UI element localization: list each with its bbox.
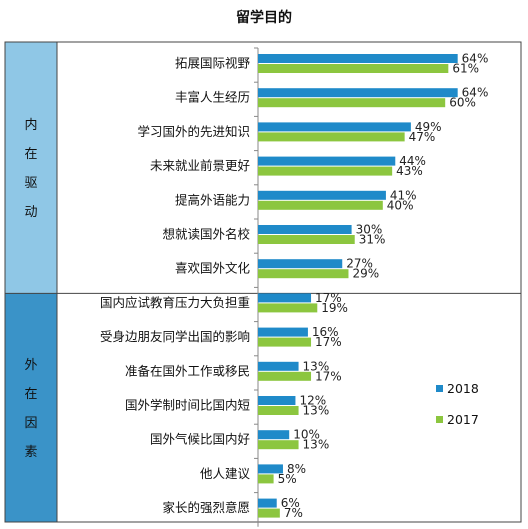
data-label: 6% [281, 496, 300, 510]
group-label-char: 在 [24, 387, 37, 402]
data-label: 17% [315, 335, 342, 349]
data-label: 10% [293, 428, 320, 442]
data-label: 17% [315, 291, 342, 305]
bar-2017 [258, 406, 299, 415]
data-label: 31% [359, 233, 386, 247]
data-label: 16% [312, 325, 339, 339]
bar-2017 [258, 269, 349, 279]
data-label: 47% [409, 130, 436, 144]
legend-label: 2017 [447, 412, 479, 427]
bar-2018 [258, 464, 283, 474]
data-label: 27% [346, 257, 373, 271]
bar-2017 [258, 508, 280, 518]
bar-2017 [258, 303, 318, 313]
chart-frame [4, 41, 522, 523]
group-label-char: 素 [24, 445, 37, 460]
bar-2018 [258, 498, 277, 508]
category-label: 拓展国际视野 [175, 56, 251, 71]
bar-2017 [258, 235, 355, 244]
bar-2018 [258, 430, 290, 440]
category-label: 提高外语能力 [175, 192, 250, 207]
legend-swatch-2017 [436, 416, 443, 423]
data-label: 44% [399, 154, 426, 168]
group-band-1 [5, 42, 57, 294]
data-label: 49% [415, 120, 442, 134]
bar-2017 [258, 200, 383, 210]
data-label: 29% [352, 267, 379, 281]
group-label-char: 外 [24, 358, 37, 373]
group-band-2 [5, 293, 57, 522]
bar-2018 [258, 361, 299, 371]
bar-2017 [258, 98, 446, 108]
data-label: 43% [396, 164, 423, 178]
bar-2018 [258, 88, 458, 98]
bar-2018 [258, 396, 296, 405]
bar-2017 [258, 440, 299, 450]
bar-2018 [258, 225, 352, 234]
bar-2018 [258, 293, 312, 303]
data-label: 60% [449, 96, 476, 110]
category-label: 学习国外的先进知识 [137, 124, 250, 139]
data-label: 13% [303, 404, 330, 418]
bar-2018 [258, 156, 396, 166]
data-label: 13% [303, 438, 330, 452]
data-label: 13% [303, 359, 330, 373]
category-label: 想就读国外名校 [162, 227, 250, 242]
category-label: 受身边朋友同学出国的影响 [100, 329, 250, 344]
data-label: 40% [387, 198, 414, 212]
bar-2018 [258, 327, 308, 337]
bar-2018 [258, 122, 411, 132]
category-label: 丰富人生经历 [175, 90, 250, 105]
group-label-char: 驱 [24, 176, 37, 191]
legend-swatch-2018 [436, 385, 443, 392]
bar-2017 [258, 64, 449, 73]
data-label: 64% [462, 52, 489, 66]
group-label-char: 因 [24, 416, 37, 431]
bar-2018 [258, 54, 458, 63]
data-label: 7% [284, 506, 303, 520]
category-label: 他人建议 [200, 466, 251, 481]
chart-title: 留学目的 [236, 9, 292, 26]
bar-2017 [258, 166, 393, 176]
data-label: 8% [287, 462, 306, 476]
category-label: 喜欢国外文化 [175, 261, 251, 276]
group-label-char: 内 [24, 117, 37, 133]
data-label: 5% [278, 472, 297, 486]
group-label-char: 在 [24, 147, 37, 162]
data-label: 41% [390, 188, 417, 202]
category-label: 国内应试教育压力大负担重 [100, 295, 250, 310]
category-label: 准备在国外工作或移民 [125, 363, 250, 378]
group-label-char: 动 [24, 205, 37, 220]
category-label: 家长的强烈意愿 [162, 500, 250, 515]
data-label: 12% [299, 394, 326, 408]
bar-2017 [258, 371, 312, 381]
category-label: 未来就业前景更好 [150, 158, 250, 173]
bar-2017 [258, 132, 405, 142]
data-label: 17% [315, 369, 342, 383]
data-label: 64% [462, 86, 489, 100]
bar-2018 [258, 259, 343, 269]
bar-2018 [258, 190, 386, 200]
category-label: 国外气候比国内好 [150, 432, 250, 447]
data-label: 61% [452, 62, 479, 76]
category-label: 国外学制时间比国内短 [125, 398, 250, 413]
data-label: 30% [356, 223, 383, 237]
data-label: 19% [321, 301, 348, 315]
legend-label: 2018 [447, 381, 479, 396]
bar-2017 [258, 337, 312, 347]
bar-2017 [258, 474, 274, 484]
